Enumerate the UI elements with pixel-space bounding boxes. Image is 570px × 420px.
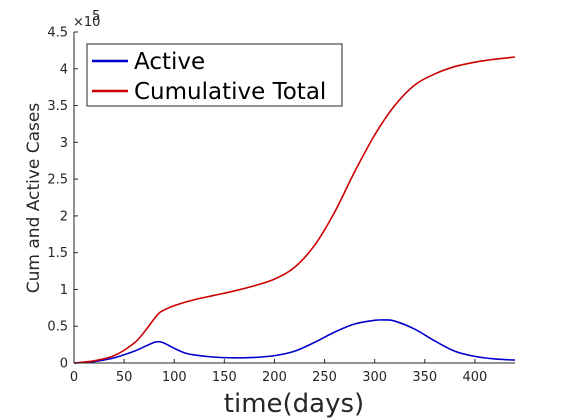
x-tick-label: 150 <box>212 370 237 385</box>
x-tick-label: 250 <box>312 370 337 385</box>
legend-label-cumulative-total: Cumulative Total <box>134 79 326 105</box>
x-tick-label: 300 <box>362 370 387 385</box>
x-axis-label: time(days) <box>224 389 364 419</box>
x-tick-label: 50 <box>116 370 133 385</box>
legend-box <box>86 43 343 107</box>
y-tick-label: 0 <box>60 357 68 372</box>
legend-label-active: Active <box>134 49 205 75</box>
series-group <box>73 56 516 364</box>
y-tick-label: 2.5 <box>47 173 68 188</box>
tick-group: 0 50 100 150 200 250 300 350 400 0 0.5 1 1.5 2 2.5 3 3.5… <box>47 26 487 386</box>
y-tick-label: 3 <box>60 136 68 151</box>
y-axis-label: Cum and Active Cases <box>24 103 44 294</box>
y-tick-label: 1.5 <box>47 246 68 261</box>
series-line-active <box>73 319 516 364</box>
y-tick-label: 4 <box>60 62 68 77</box>
x-tick-label: 400 <box>462 370 487 385</box>
x-tick-label: 100 <box>162 370 187 385</box>
series-line-cumulative-total <box>73 56 516 364</box>
x-tick-label: 350 <box>412 370 437 385</box>
y-tick-label: 3.5 <box>47 99 68 114</box>
y-multiplier-exponent: 5 <box>92 9 100 24</box>
y-tick-label: 1 <box>60 283 68 298</box>
y-tick-label: 0.5 <box>47 320 68 335</box>
y-tick-label: 2 <box>60 209 68 224</box>
y-tick-label: 4.5 <box>47 26 68 41</box>
legend: Active Cumulative Total <box>86 43 343 107</box>
x-tick-label: 0 <box>70 370 78 385</box>
x-tick-label: 200 <box>262 370 287 385</box>
y-multiplier-label: ×10 <box>73 15 100 30</box>
